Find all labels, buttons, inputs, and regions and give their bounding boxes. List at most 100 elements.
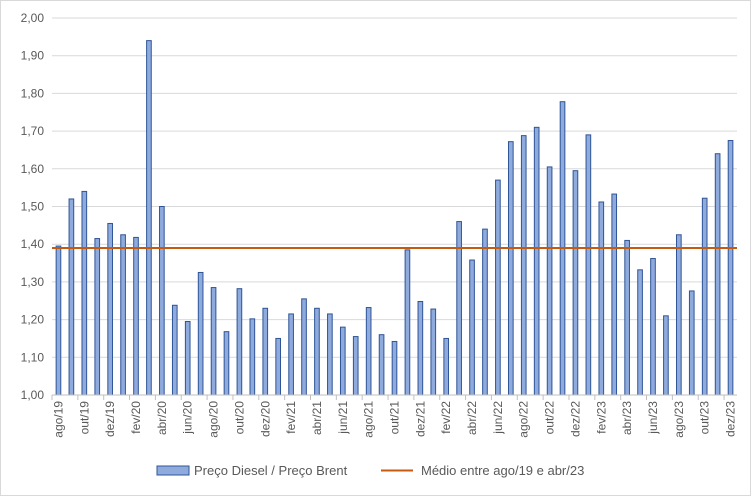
x-tick-label: jun/21 [336, 401, 350, 435]
y-tick-label: 2,00 [21, 11, 45, 25]
bar [107, 222, 113, 396]
x-tick-label: fev/20 [129, 401, 143, 434]
y-tick-label: 1,10 [21, 350, 45, 364]
x-tick-label: jun/23 [646, 401, 660, 435]
bar [507, 141, 514, 396]
bar [352, 336, 359, 396]
bars [55, 40, 734, 396]
bar [236, 288, 243, 396]
bar [572, 170, 579, 396]
bar [482, 228, 488, 396]
x-tick-label: ago/22 [517, 401, 531, 438]
bar [404, 249, 411, 396]
y-tick-label: 1,20 [21, 313, 45, 327]
y-tick-label: 1,40 [21, 237, 45, 251]
bar [688, 290, 695, 396]
x-tick-label: dez/21 [413, 401, 427, 437]
x-tick-label: fev/21 [284, 401, 298, 434]
x-tick-label: abr/20 [155, 401, 169, 435]
bar [727, 140, 734, 396]
bar [120, 234, 126, 396]
bar [365, 307, 372, 396]
bar [81, 190, 88, 396]
x-tick-label: ago/23 [672, 401, 686, 438]
bar [223, 331, 230, 396]
x-tick-label: out/22 [543, 401, 557, 435]
y-tick-label: 1,50 [21, 200, 45, 214]
bar [184, 320, 191, 396]
x-tick-label: out/23 [698, 401, 712, 435]
y-tick-label: 1,70 [21, 124, 45, 138]
bar [637, 269, 643, 396]
bar [495, 179, 501, 396]
x-tick-labels: ago/19 out/19 dez/19 fev/20 abr/20 jun/20 ago/… [51, 401, 737, 438]
x-tick-label: abr/21 [310, 401, 324, 435]
bar [262, 307, 269, 396]
x-tick-label: abr/23 [620, 401, 634, 435]
y-tick-label: 1,00 [21, 388, 45, 402]
bar [159, 206, 165, 396]
bar [546, 166, 553, 396]
x-tick-label: out/19 [77, 401, 91, 435]
legend-bar-swatch [156, 465, 190, 476]
bar [378, 334, 385, 396]
bar [68, 198, 75, 396]
y-tick-label: 1,90 [21, 49, 45, 63]
y-tick-labels: 1,00 1,10 1,20 1,30 1,40 1,50 1,60 1,70 1,80 1,90… [21, 11, 45, 402]
bar [339, 326, 346, 396]
x-tick-label: dez/19 [103, 401, 117, 437]
bar [288, 313, 294, 396]
bar [327, 313, 333, 396]
bar [275, 337, 282, 396]
bar [197, 271, 204, 396]
bar [391, 340, 398, 396]
bar [520, 135, 527, 396]
y-tick-label: 1,80 [21, 86, 45, 100]
legend-label-average: Médio entre ago/19 e abr/23 [421, 463, 584, 478]
bar [314, 307, 320, 396]
bar [624, 239, 630, 396]
x-tick-label: jun/20 [181, 401, 195, 435]
bar [171, 304, 178, 396]
bar [210, 287, 217, 396]
x-tick-label: ago/20 [207, 401, 221, 438]
x-tick-label: fev/22 [439, 401, 453, 434]
bar [701, 197, 708, 396]
bar [663, 315, 669, 396]
bar [94, 238, 101, 396]
bar [533, 126, 540, 396]
legend-label-bars: Preço Diesel / Preço Brent [194, 463, 348, 478]
bar [469, 259, 475, 396]
x-tick-label: ago/19 [51, 401, 65, 438]
bar [430, 308, 437, 396]
x-tick-label: dez/22 [568, 401, 582, 437]
bar [301, 298, 307, 396]
bar [650, 258, 656, 396]
bar [598, 201, 605, 396]
legend: Preço Diesel / Preço Brent Médio entre a… [156, 463, 584, 478]
bar [133, 236, 139, 396]
bar [611, 193, 618, 396]
x-tick-label: jun/22 [491, 401, 505, 435]
bar [417, 301, 424, 396]
bar [443, 337, 450, 396]
bar [585, 134, 592, 396]
bar [714, 153, 721, 396]
x-tick-label: ago/21 [362, 401, 376, 438]
bar [146, 40, 152, 396]
x-tick-label: abr/22 [465, 401, 479, 435]
x-tick-label: dez/20 [258, 401, 272, 437]
axes [51, 394, 737, 400]
y-tick-label: 1,60 [21, 162, 45, 176]
x-tick-label: out/21 [388, 401, 402, 435]
y-tick-label: 1,30 [21, 275, 45, 289]
x-tick-label: dez/23 [724, 401, 738, 437]
bar [249, 318, 256, 396]
x-tick-label: out/20 [232, 401, 246, 435]
x-tick-label: fev/23 [594, 401, 608, 434]
gridlines [52, 17, 737, 358]
bar [676, 234, 682, 396]
bar [55, 245, 62, 396]
